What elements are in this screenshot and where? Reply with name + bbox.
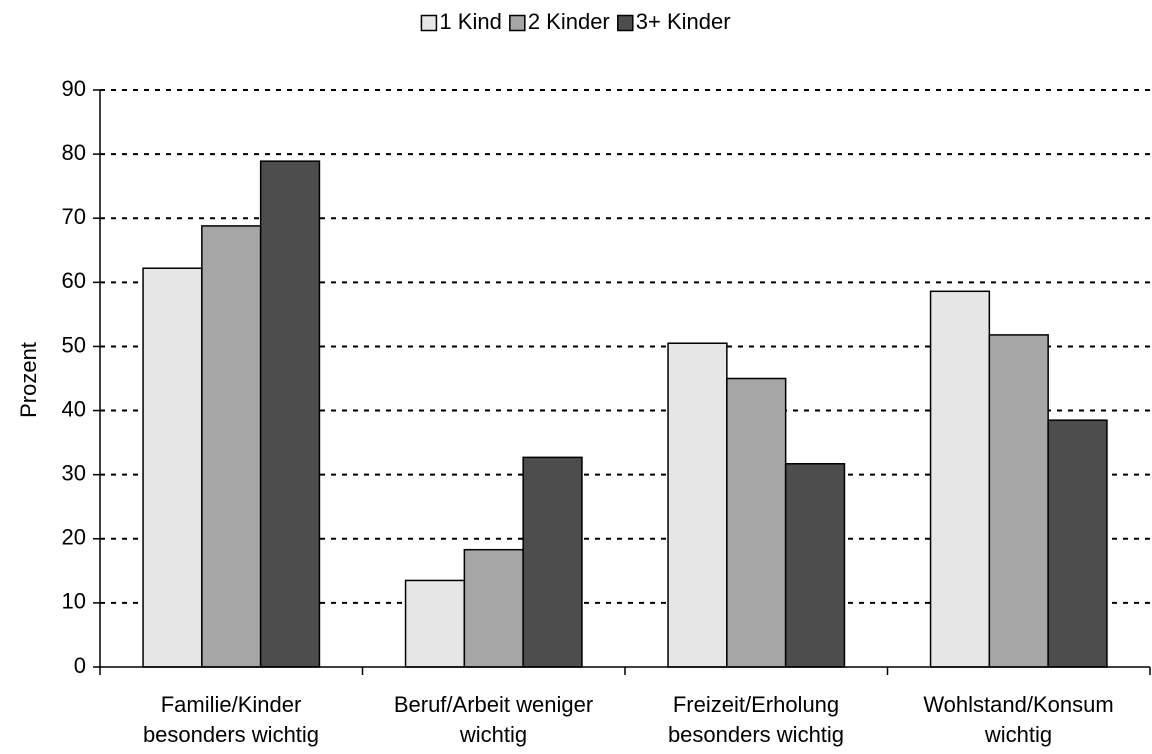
bar [259, 160, 321, 668]
bar [988, 334, 1049, 668]
bar [463, 548, 524, 668]
bar [201, 225, 262, 668]
y-tick-label: 70 [62, 204, 86, 229]
bar [667, 342, 728, 668]
legend-swatch [420, 14, 438, 32]
x-tick-label: Beruf/Arbeit weniger wichtig [393, 692, 594, 747]
bar [726, 377, 787, 668]
bar [1047, 419, 1108, 668]
y-tick-label: 30 [62, 460, 86, 485]
y-axis-label: Prozent [16, 342, 41, 418]
legend-label: 1 Kind [439, 9, 501, 34]
y-tick-label: 60 [62, 268, 86, 293]
y-tick-label: 90 [62, 76, 86, 101]
x-tick-label: Freizeit/Erholung besonders wichtig [667, 692, 845, 747]
bar [784, 463, 846, 668]
x-tick-label: Wohlstand/Konsum wichtig [923, 692, 1114, 747]
legend-swatch [509, 14, 526, 32]
y-tick-label: 80 [62, 140, 86, 165]
bar [522, 456, 583, 668]
y-tick-label: 50 [62, 332, 86, 357]
y-tick-label: 10 [62, 589, 86, 614]
bar [142, 267, 203, 668]
legend-swatch [617, 14, 634, 32]
bar [929, 290, 991, 668]
bar [404, 579, 466, 668]
y-tick-label: 40 [62, 396, 86, 421]
legend-label: 3+ Kinder [636, 9, 731, 34]
legend-label: 2 Kinder [528, 9, 610, 34]
y-tick-label: 0 [74, 653, 86, 678]
x-tick-label: Familie/Kinder besonders wichtig [142, 692, 320, 747]
y-tick-label: 20 [62, 525, 86, 550]
